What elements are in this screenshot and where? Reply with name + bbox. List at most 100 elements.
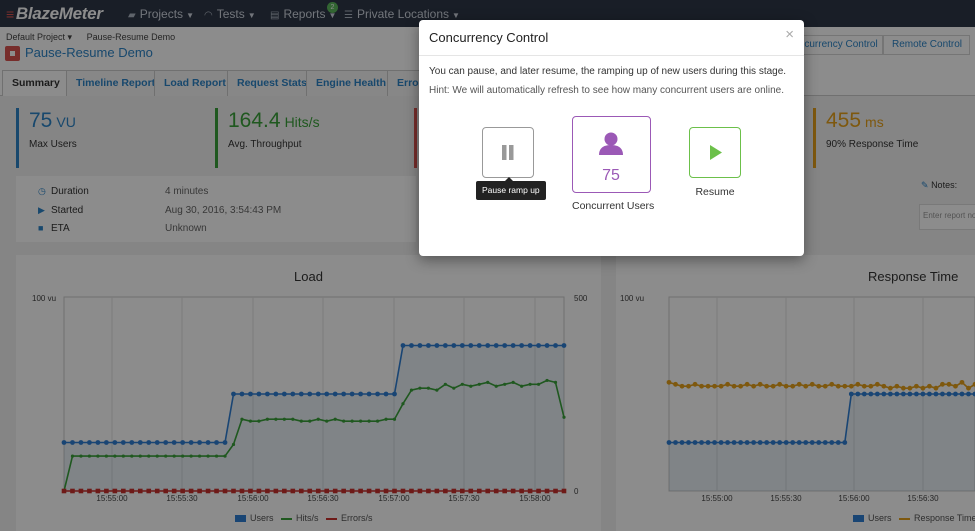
y2-axis-top: 500 — [574, 294, 588, 303]
breadcrumb-project[interactable]: Default Project ▾ — [6, 32, 73, 42]
data-point — [809, 381, 815, 387]
data-point — [835, 383, 841, 389]
notes-input[interactable]: Enter report notes — [919, 204, 975, 230]
data-point — [469, 384, 473, 388]
data-point — [188, 488, 194, 494]
data-point — [163, 440, 169, 445]
kpi-label: 90% Response Time — [826, 139, 919, 150]
data-point — [796, 440, 802, 445]
data-point — [290, 391, 296, 397]
data-point — [274, 417, 278, 421]
data-point — [536, 382, 541, 386]
data-point — [544, 343, 550, 348]
tab-engine-health[interactable]: Engine Health — [306, 70, 397, 96]
data-point — [946, 391, 952, 397]
play-icon — [710, 145, 722, 160]
data-point — [731, 440, 737, 445]
kpi-max-users: 75 VU Max Users — [16, 108, 77, 168]
data-point — [409, 388, 414, 392]
pause-ramp-up-button[interactable] — [482, 127, 534, 178]
data-point — [966, 391, 971, 397]
remote-control-button[interactable]: Remote Control — [883, 35, 970, 55]
data-point — [61, 440, 67, 445]
data-point — [553, 488, 558, 494]
data-point — [95, 440, 101, 445]
data-point — [502, 488, 507, 494]
data-point — [205, 440, 211, 445]
data-point — [686, 440, 691, 445]
data-point — [257, 419, 261, 423]
response-time-chart: 15:55:00 15:55:30 15:56:00 15:56:30 — [666, 296, 975, 503]
legend-item[interactable]: Response Time — [899, 513, 975, 523]
legend-item[interactable]: Hits/s — [281, 513, 319, 523]
data-point — [96, 454, 100, 458]
data-point — [366, 488, 372, 494]
x-tick-label: 15:57:00 — [378, 494, 410, 503]
blazemeter-logo[interactable]: ≡ BlazeMeter — [6, 4, 103, 24]
data-point — [953, 391, 958, 397]
tab-summary[interactable]: Summary — [2, 70, 70, 97]
data-point — [459, 343, 465, 348]
nav-private-locations[interactable]: ☰ Private Locations ▼ — [344, 7, 460, 21]
data-point — [757, 440, 763, 445]
data-point — [460, 382, 464, 386]
data-point — [291, 417, 295, 421]
data-point — [494, 384, 498, 388]
data-point — [511, 380, 515, 384]
data-point — [137, 488, 143, 494]
data-point — [61, 488, 67, 494]
data-point — [822, 440, 828, 445]
data-point — [738, 383, 744, 389]
load-chart-panel: Load 100 vu 500 0 15:55:00 15:55:30 15:56:… — [16, 255, 601, 531]
data-point — [914, 383, 919, 389]
data-point — [829, 440, 835, 445]
legend-item[interactable]: Errors/s — [326, 513, 373, 523]
data-point — [933, 385, 939, 391]
data-point — [764, 383, 770, 389]
data-point — [855, 381, 861, 387]
data-point — [553, 343, 558, 348]
data-point — [214, 488, 219, 494]
close-icon[interactable]: × — [785, 26, 794, 43]
data-point — [712, 383, 717, 389]
legend-item[interactable]: Users — [853, 513, 892, 523]
data-point — [434, 488, 440, 494]
x-tick-label: 15:55:30 — [166, 494, 198, 503]
data-point — [887, 391, 893, 397]
chevron-down-icon: ▼ — [452, 11, 460, 20]
data-point — [770, 440, 776, 445]
data-point — [790, 440, 796, 445]
nav-projects[interactable]: ▰ Projects ▼ — [128, 7, 194, 21]
data-point — [163, 488, 168, 494]
breadcrumb-test[interactable]: Pause-Resume Demo — [86, 32, 176, 42]
folder-icon: ▰ — [128, 10, 136, 21]
concurrent-users-display: 75 — [572, 116, 651, 193]
tab-timeline-report[interactable]: Timeline Report — [66, 70, 166, 96]
chevron-down-icon: ▼ — [247, 11, 256, 20]
data-point — [744, 381, 750, 387]
legend-item[interactable]: Users — [235, 513, 274, 523]
data-point — [881, 391, 887, 397]
data-point — [536, 488, 541, 494]
data-point — [835, 440, 841, 445]
data-point — [561, 343, 567, 348]
kpi-value: 455 — [826, 109, 862, 132]
data-point — [803, 383, 809, 389]
kpi-value: 75 — [29, 109, 53, 132]
x-tick-label: 15:55:30 — [770, 494, 802, 503]
data-point — [154, 488, 160, 494]
legend-label: Users — [868, 513, 892, 523]
data-point — [744, 440, 750, 445]
nav-reports[interactable]: ▤ Reports ▼ — [270, 7, 336, 21]
data-point — [332, 391, 338, 397]
data-point — [468, 343, 474, 348]
data-point — [223, 454, 227, 458]
data-point — [315, 488, 321, 494]
data-point — [256, 391, 262, 397]
nav-tests[interactable]: ◠ Tests ▼ — [204, 7, 256, 21]
data-point — [874, 391, 880, 397]
tab-load-report[interactable]: Load Report — [154, 70, 236, 96]
resume-button[interactable] — [689, 127, 741, 178]
data-point — [214, 440, 219, 445]
stop-test-button[interactable] — [5, 46, 20, 61]
